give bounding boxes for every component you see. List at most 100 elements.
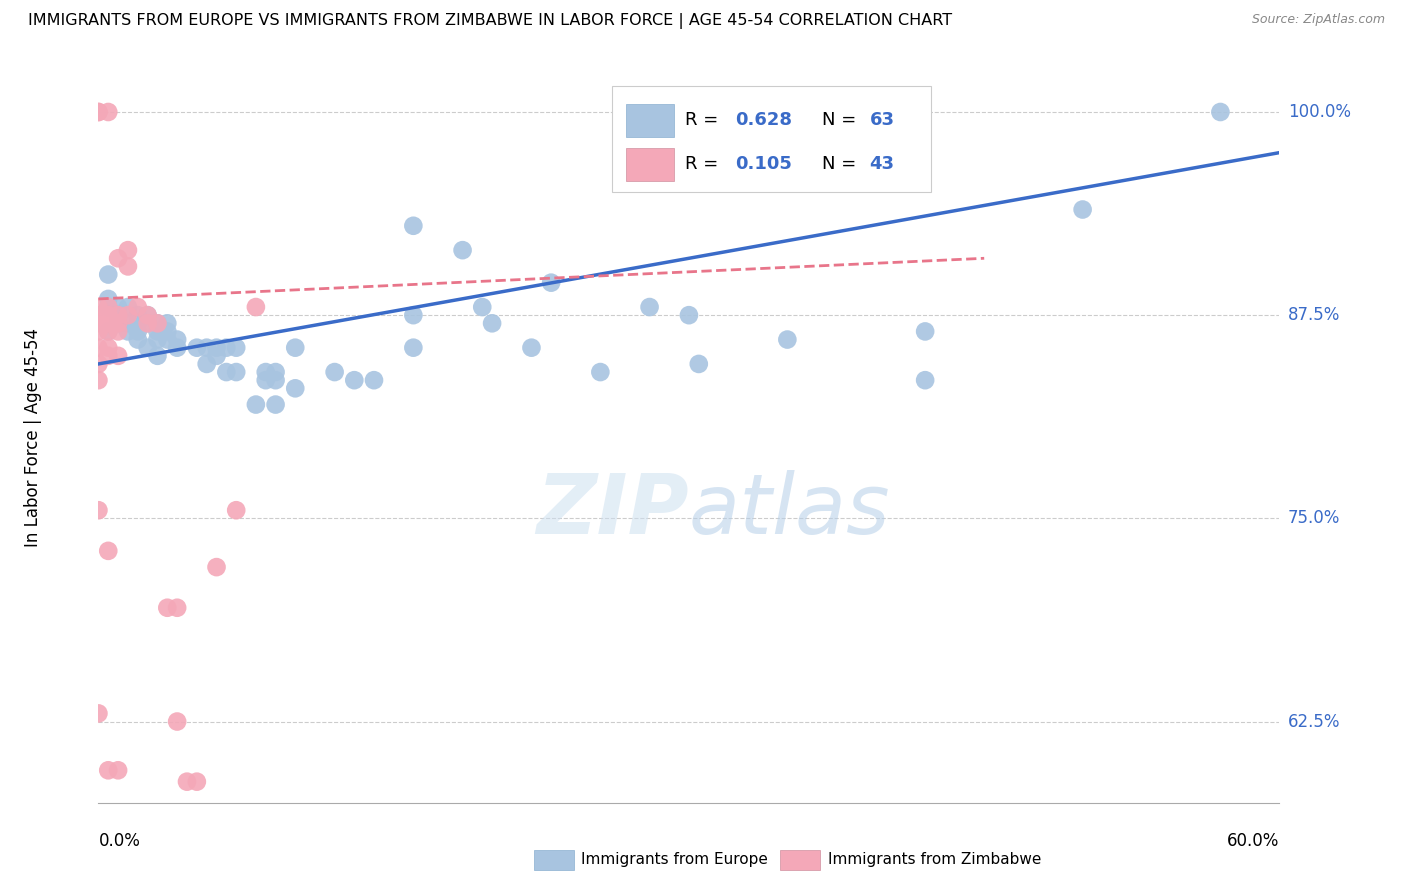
Point (402, 341, 425, 355)
Point (136, 341, 159, 355)
Point (136, 316, 159, 330)
Point (402, 308, 425, 322)
Text: Immigrants from Europe: Immigrants from Europe (581, 853, 768, 867)
Point (914, 325, 936, 339)
Point (107, 308, 129, 322)
Point (146, 349, 169, 363)
Point (589, 365, 612, 379)
Text: N =: N = (823, 155, 862, 173)
Point (264, 398, 287, 412)
Point (87, 105, 110, 120)
Point (520, 341, 543, 355)
Point (254, 365, 277, 379)
Point (107, 764, 129, 778)
Point (117, 243, 139, 257)
Point (97, 764, 120, 778)
Point (97, 300, 120, 314)
Point (117, 325, 139, 339)
Point (97, 325, 120, 339)
Text: IMMIGRANTS FROM EUROPE VS IMMIGRANTS FROM ZIMBABWE IN LABOR FORCE | AGE 45-54 CO: IMMIGRANTS FROM EUROPE VS IMMIGRANTS FRO… (28, 13, 952, 29)
Text: 0.628: 0.628 (735, 112, 792, 129)
Point (678, 308, 700, 322)
Text: In Labor Force | Age 45-54: In Labor Force | Age 45-54 (24, 327, 42, 547)
Point (195, 357, 218, 371)
Point (225, 365, 247, 379)
Point (166, 341, 188, 355)
Point (87, 325, 110, 339)
Point (127, 325, 149, 339)
Point (117, 316, 139, 330)
Point (166, 333, 188, 347)
Bar (626, 148, 673, 181)
Point (540, 276, 562, 290)
Point (254, 373, 277, 387)
Point (87, 316, 110, 330)
Text: Immigrants from Zimbabwe: Immigrants from Zimbabwe (828, 853, 1042, 867)
Point (97, 544, 120, 558)
Text: ZIP: ZIP (536, 470, 689, 550)
Text: Source: ZipAtlas.com: Source: ZipAtlas.com (1251, 13, 1385, 27)
Point (1071, 202, 1094, 217)
Point (284, 381, 307, 395)
Point (225, 503, 247, 517)
Point (156, 333, 179, 347)
Point (776, 333, 799, 347)
Point (205, 341, 228, 355)
Point (156, 316, 179, 330)
Point (87, 706, 110, 721)
Point (97, 316, 120, 330)
Point (146, 325, 169, 339)
Point (97, 268, 120, 282)
Point (107, 300, 129, 314)
Point (107, 325, 129, 339)
Point (127, 333, 149, 347)
Point (107, 316, 129, 330)
Text: 75.0%: 75.0% (1288, 509, 1340, 527)
Point (87, 300, 110, 314)
Bar (626, 104, 673, 137)
Point (195, 341, 218, 355)
Text: R =: R = (685, 112, 724, 129)
Point (225, 341, 247, 355)
Point (87, 308, 110, 322)
Point (264, 373, 287, 387)
Text: 0.0%: 0.0% (98, 832, 141, 850)
Point (688, 357, 710, 371)
Point (284, 341, 307, 355)
Point (97, 341, 120, 355)
Point (127, 308, 149, 322)
Point (166, 714, 188, 729)
Text: N =: N = (823, 112, 862, 129)
Point (471, 300, 494, 314)
Point (136, 308, 159, 322)
Point (136, 316, 159, 330)
Point (87, 503, 110, 517)
Point (87, 357, 110, 371)
Point (97, 105, 120, 120)
Point (156, 325, 179, 339)
Point (481, 316, 503, 330)
Point (87, 373, 110, 387)
Point (146, 316, 169, 330)
Text: R =: R = (685, 155, 724, 173)
Point (205, 560, 228, 574)
Point (215, 365, 238, 379)
Point (127, 300, 149, 314)
Point (638, 300, 661, 314)
Text: 60.0%: 60.0% (1227, 832, 1279, 850)
Point (186, 341, 208, 355)
Point (343, 373, 366, 387)
Point (245, 398, 267, 412)
Point (117, 300, 139, 314)
Point (87, 105, 110, 120)
Point (97, 861, 120, 875)
Point (402, 219, 425, 233)
Point (107, 308, 129, 322)
Text: atlas: atlas (689, 470, 890, 550)
Point (97, 300, 120, 314)
Point (117, 260, 139, 274)
Text: 87.5%: 87.5% (1288, 306, 1340, 324)
Point (127, 316, 149, 330)
Point (186, 774, 208, 789)
Point (205, 349, 228, 363)
